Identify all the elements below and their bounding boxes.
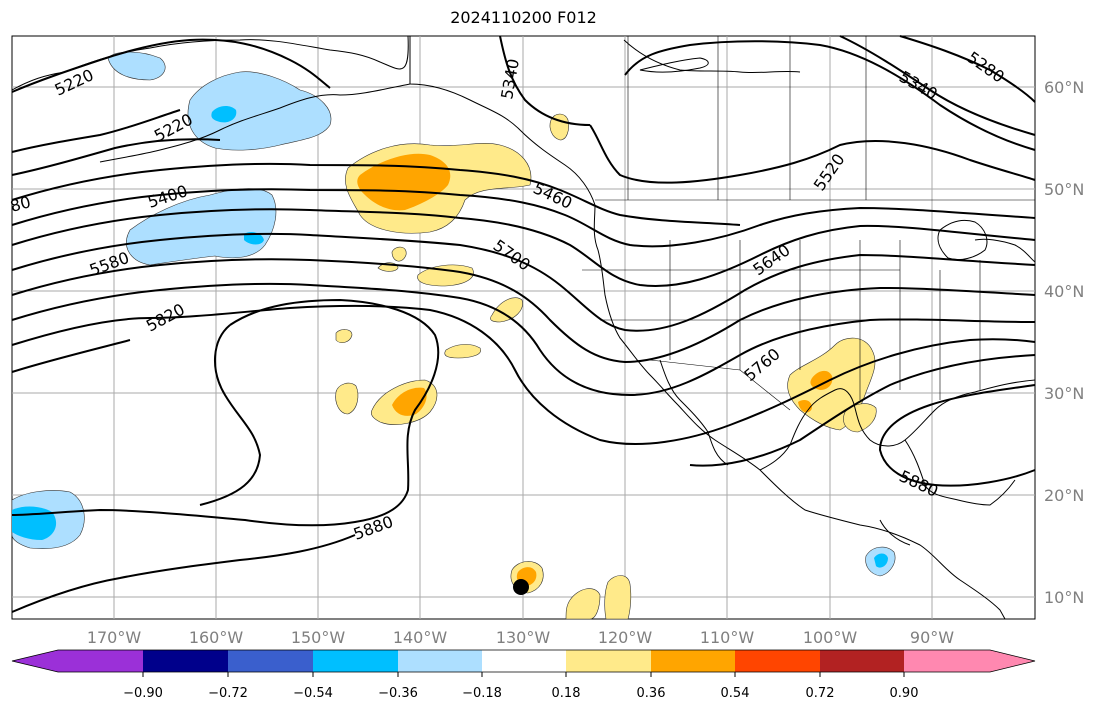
shade-alaska-blue — [211, 106, 237, 123]
contour-5640 — [11, 258, 1036, 364]
contour-5880-c — [11, 534, 356, 613]
lon-label: 160°W — [189, 628, 244, 647]
shade-south-yellow-7 — [391, 246, 407, 262]
height-contours — [11, 35, 1036, 613]
colorbar-bin — [566, 650, 651, 672]
colorbar-tick-label: −0.90 — [123, 686, 163, 701]
colorbar-tick-label: −0.72 — [208, 686, 248, 701]
colorbar-bin — [735, 650, 820, 672]
colorbar: −0.90 −0.72 −0.54 −0.36 −0.18 0.18 0.36 … — [11, 649, 1036, 701]
colorbar-bin — [58, 650, 143, 672]
lon-label: 90°W — [910, 628, 954, 647]
lon-label: 140°W — [393, 628, 448, 647]
lat-label: 30°N — [1044, 384, 1084, 403]
shade-south-yellow-2 — [335, 382, 359, 415]
shade-hawaii-blue — [12, 506, 57, 540]
colorbar-tick-label: 0.72 — [806, 686, 835, 701]
longitude-labels: 170°W 160°W 150°W 140°W 130°W 120°W 110°… — [87, 628, 954, 647]
lat-label: 40°N — [1044, 282, 1084, 301]
contour-5820 — [11, 339, 131, 373]
colorbar-bin — [313, 650, 398, 672]
map-title: 2024110200 F012 — [450, 8, 597, 27]
shade-mexico-orange — [810, 370, 833, 390]
colorbar-bin — [820, 650, 904, 672]
colorbar-bin — [143, 650, 228, 672]
colorbar-tick-label: 0.54 — [721, 686, 750, 701]
contour-5460-e — [624, 40, 1036, 151]
shade-pacific-yellow-c — [604, 575, 632, 620]
shade-central-america-blue — [874, 553, 888, 568]
location-marker — [513, 579, 529, 595]
contour-5280-w — [11, 109, 181, 153]
colorbar-tick-label: −0.18 — [462, 686, 502, 701]
shade-south-yellow-5 — [417, 264, 474, 287]
contour-5460 — [11, 188, 1036, 248]
colorbar-outline — [11, 649, 1036, 673]
colorbar-bin — [904, 650, 990, 672]
colorbar-tick-label: 0.18 — [552, 686, 581, 701]
colorbar-bin — [482, 650, 566, 672]
lon-label: 100°W — [803, 628, 858, 647]
contour-5580 — [11, 232, 1036, 332]
contour-5520 — [11, 208, 1036, 287]
political-borders — [582, 36, 1035, 411]
lat-label: 50°N — [1044, 180, 1084, 199]
colorbar-ticks — [142, 672, 905, 677]
colorbar-tick-label: −0.36 — [378, 686, 418, 701]
colorbar-bin — [651, 650, 735, 672]
shade-alaska-lightblue — [187, 71, 332, 151]
lat-label: 20°N — [1044, 486, 1084, 505]
contour-label: 80 — [8, 192, 33, 216]
lon-label: 120°W — [598, 628, 653, 647]
colorbar-tick-label: 0.90 — [890, 686, 919, 701]
shade-nw-yellow — [335, 329, 353, 344]
colorbar-tick-label: 0.36 — [637, 686, 666, 701]
lon-label: 150°W — [291, 628, 346, 647]
colorbar-bin — [398, 650, 482, 672]
contour-5340-n — [499, 35, 591, 126]
lat-label: 60°N — [1044, 78, 1084, 97]
colorbar-arrow-right — [990, 650, 1035, 672]
contour-5880-e — [878, 384, 1036, 487]
shade-south-yellow-3 — [444, 344, 481, 359]
shade-south-orange-1 — [392, 387, 427, 416]
colorbar-tick-label: −0.54 — [293, 686, 333, 701]
shade-pacific-lightblue — [126, 188, 277, 266]
colorbar-arrow-left — [12, 650, 58, 672]
contour-5340-e — [839, 35, 1036, 136]
latitude-labels: 60°N 50°N 40°N 30°N 20°N 10°N — [1044, 78, 1084, 607]
shade-south-yellow-4 — [490, 297, 523, 323]
contour-5400 — [11, 162, 741, 226]
shade-pacific-yellow-b — [565, 588, 601, 620]
contour-5880-d — [689, 354, 1036, 467]
contour-5220 — [11, 38, 331, 93]
lat-label: 10°N — [1044, 588, 1084, 607]
lon-label: 110°W — [700, 628, 755, 647]
shade-alaska-yellow — [549, 113, 569, 141]
contour-5340-w — [11, 138, 221, 176]
contour-5880-a — [11, 298, 440, 527]
contour-5760 — [11, 304, 1036, 445]
lon-label: 170°W — [87, 628, 142, 647]
negative-anomaly-shading — [11, 51, 896, 577]
colorbar-bin — [228, 650, 313, 672]
contour-5880-b — [199, 324, 262, 506]
contour-5700 — [11, 282, 1036, 397]
lon-label: 130°W — [496, 628, 551, 647]
contour-5280-e — [899, 35, 1036, 103]
contour-5520-n — [589, 124, 1036, 184]
shade-gulf-yellow — [843, 403, 877, 433]
